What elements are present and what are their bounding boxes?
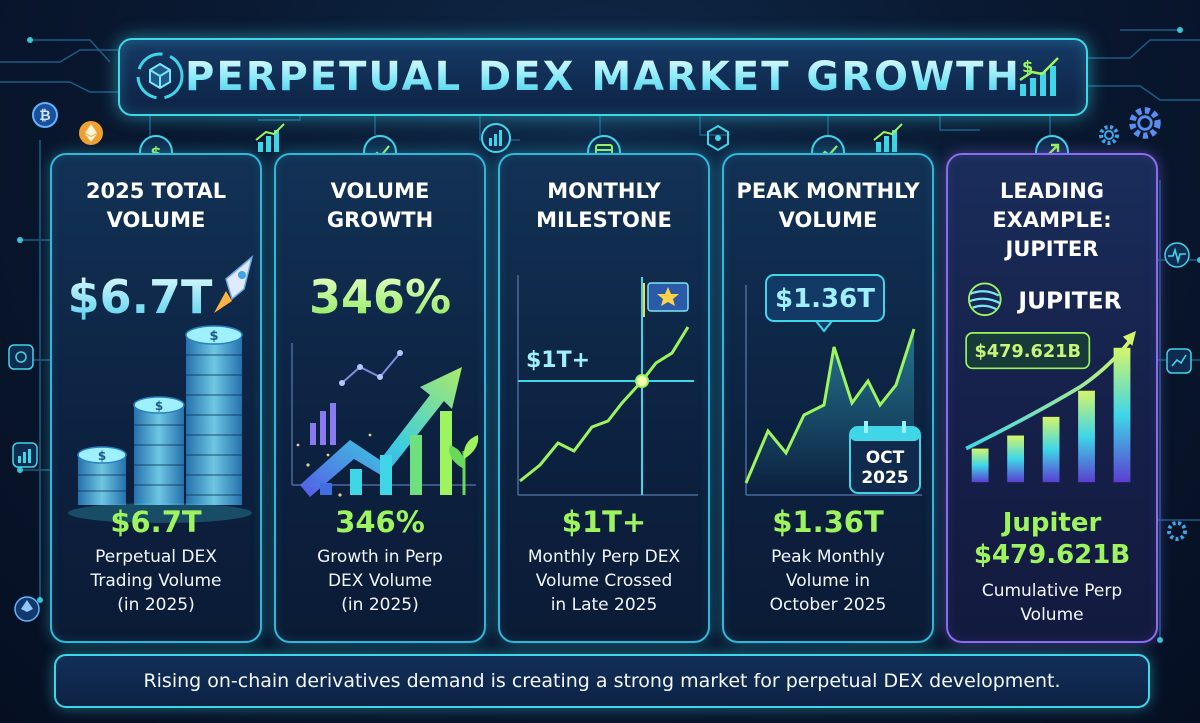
- callout-box: $479.621B: [965, 332, 1091, 370]
- stat-description: Growth in Perp DEX Volume (in 2025): [276, 545, 484, 617]
- calendar-month: OCT: [866, 448, 905, 468]
- peak-line-chart: $1.36T OCT 2025: [744, 274, 922, 496]
- jupiter-bar-visual: JUPITER $479.621B: [965, 282, 1136, 483]
- coin-stack-large: $: [185, 325, 243, 505]
- title-line: JUPITER: [1005, 237, 1099, 261]
- title-line: VOLUME: [106, 208, 206, 232]
- title-line: VOLUME: [330, 179, 430, 203]
- cube-cycle-icon: [136, 52, 184, 100]
- mini-bar-chart-icon: [255, 123, 285, 152]
- svg-text:$: $: [150, 143, 161, 162]
- stat-value: Jupiter $479.621B: [948, 507, 1156, 571]
- title-line: MILESTONE: [536, 208, 672, 232]
- ethereum-diamond-icon: [14, 596, 40, 622]
- desc-line: DEX Volume: [327, 571, 433, 591]
- svg-text:$: $: [155, 399, 163, 413]
- bar-chart-dollar-icon: $: [1019, 57, 1059, 96]
- stat-value: 346%: [335, 505, 425, 539]
- callout-box: $1.36T: [765, 274, 885, 333]
- svg-text:$: $: [1022, 57, 1033, 76]
- stat-description: Monthly Perp DEX Volume Crossed in Late …: [500, 545, 708, 617]
- svg-text:$: $: [209, 329, 218, 344]
- svg-text:₿: ₿: [39, 108, 50, 124]
- stat-value: $6.7T: [110, 505, 202, 539]
- title-line: VOLUME: [778, 208, 878, 232]
- desc-line: in Late 2025: [550, 595, 658, 615]
- page-title: PERPETUAL DEX MARKET GROWTH: [185, 54, 1021, 100]
- title-line: EXAMPLE:: [992, 208, 1112, 232]
- gear-small-icon: [1167, 521, 1187, 541]
- big-value: $6.7T: [68, 270, 213, 324]
- coin-stack-small: $: [77, 446, 127, 505]
- bottom-bars: [320, 411, 452, 495]
- desc-line: Volume: [1020, 605, 1084, 625]
- card-volume-growth: VOLUME GROWTH 346%: [274, 153, 486, 643]
- desc-line: Volume in: [785, 571, 871, 591]
- bar-chart-icon: [12, 442, 38, 468]
- stat-description: Perpetual DEX Trading Volume (in 2025): [52, 545, 260, 617]
- desc-line: Perpetual DEX: [95, 547, 217, 567]
- stat-description: Peak Monthly Volume in October 2025: [724, 545, 932, 617]
- title-line: LEADING: [999, 179, 1105, 203]
- brand-name: JUPITER: [1016, 287, 1121, 315]
- calendar-icon: OCT 2025: [849, 421, 921, 494]
- growth-bars: [971, 347, 1131, 483]
- desc-line: Growth in Perp: [317, 547, 443, 567]
- stat-description: Cumulative Perp Volume: [948, 579, 1156, 627]
- card-total-volume: 2025 TOTAL VOLUME $6.7T $: [50, 153, 262, 643]
- title-line: GROWTH: [326, 208, 434, 232]
- mini-bars: [310, 403, 336, 445]
- chart-box-icon: [481, 123, 511, 153]
- network-cube-icon: [707, 124, 729, 152]
- card-title: PEAK MONTHLY VOLUME: [724, 177, 932, 235]
- footer-text: Rising on-chain derivatives demand is cr…: [143, 670, 1061, 692]
- jupiter-logo-icon: [968, 282, 1002, 317]
- milestone-line-chart: $1T+: [517, 275, 698, 496]
- ethereum-icon: [79, 121, 103, 145]
- trend-box-icon: [1166, 348, 1192, 374]
- footer-banner: Rising on-chain derivatives demand is cr…: [54, 654, 1150, 708]
- stat-value: $1T+: [561, 505, 647, 539]
- card-peak-monthly: PEAK MONTHLY VOLUME $1.36T OCT 2025 $1.3…: [722, 153, 934, 643]
- stat-value: $1.36T: [772, 505, 884, 539]
- desc-line: Trading Volume: [90, 571, 222, 591]
- callout-value: $479.621B: [974, 342, 1081, 362]
- desc-line: (in 2025): [117, 595, 195, 615]
- desc-line: Monthly Perp DEX: [527, 547, 681, 567]
- star-flag-icon: [643, 282, 689, 317]
- card-leading-example: LEADING EXAMPLE: JUPITER JUPITER $479.62…: [946, 153, 1158, 643]
- title-line: 2025 TOTAL: [85, 179, 227, 203]
- plant-sprout-icon: [449, 435, 479, 495]
- gear-icon: [1099, 125, 1119, 145]
- calendar-year: 2025: [861, 468, 908, 488]
- growth-arrow-visual: 346%: [291, 270, 479, 497]
- card-title: MONTHLY MILESTONE: [500, 177, 708, 235]
- pulse-icon: [1164, 242, 1190, 268]
- card-title: VOLUME GROWTH: [276, 177, 484, 235]
- title-line: PEAK MONTHLY: [736, 179, 920, 203]
- mini-bars-icon: [873, 123, 903, 152]
- network-icon: [8, 344, 34, 370]
- card-monthly-milestone: MONTHLY MILESTONE $1T+ $1T+ Monthly Perp…: [498, 153, 710, 643]
- title-banner: PERPETUAL DEX MARKET GROWTH $: [118, 38, 1088, 116]
- desc-line: Cumulative Perp: [981, 581, 1123, 601]
- stat-line: $479.621B: [973, 540, 1131, 570]
- desc-line: Peak Monthly: [771, 547, 885, 567]
- card-title: 2025 TOTAL VOLUME: [52, 177, 260, 235]
- desc-line: Volume Crossed: [535, 571, 673, 591]
- bitcoin-icon: ₿: [32, 102, 58, 128]
- stat-line: Jupiter: [1002, 508, 1102, 538]
- title-line: MONTHLY: [547, 179, 661, 203]
- threshold-label: $1T+: [526, 348, 590, 373]
- gear-large-icon: [1129, 107, 1161, 139]
- rocket-icon: [214, 255, 254, 313]
- desc-line: (in 2025): [341, 595, 419, 615]
- big-value: 346%: [309, 270, 451, 324]
- coin-stack-medium: $: [133, 396, 185, 505]
- card-title: LEADING EXAMPLE: JUPITER: [948, 177, 1156, 264]
- coins-rocket-visual: $6.7T $ $ $: [68, 255, 254, 523]
- desc-line: October 2025: [769, 595, 887, 615]
- callout-value: $1.36T: [775, 284, 875, 314]
- svg-text:$: $: [98, 449, 106, 463]
